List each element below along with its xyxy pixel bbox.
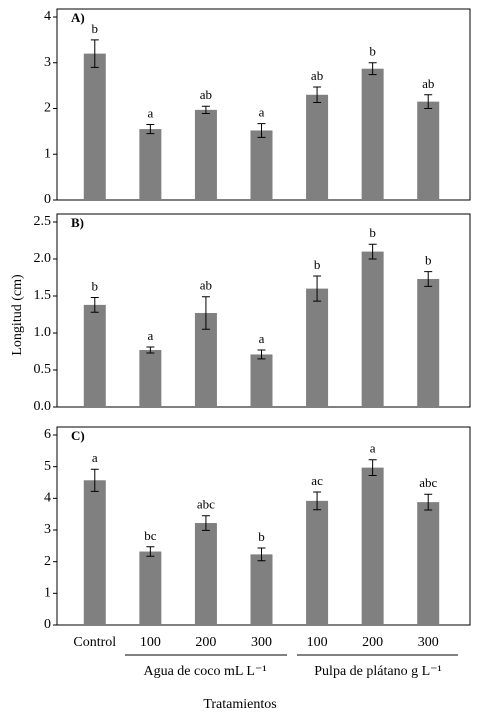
bar	[194, 523, 217, 625]
bar	[194, 313, 217, 407]
y-tick-label: 0.5	[34, 362, 52, 377]
y-tick-label: 3	[44, 55, 51, 70]
x-tick-label: 200	[362, 635, 383, 650]
y-tick-label: 2.5	[34, 214, 52, 229]
y-tick-label: 5	[44, 459, 51, 474]
error-bar	[90, 39, 99, 68]
y-tick-label: 4	[44, 491, 51, 506]
panel-label: B)	[71, 215, 84, 230]
significance-letter: b	[92, 278, 99, 293]
bar	[306, 500, 329, 625]
significance-letter: a	[147, 328, 153, 343]
significance-letter: ab	[422, 76, 434, 91]
bar	[250, 554, 273, 625]
significance-letter: b	[314, 257, 321, 272]
panel-label: C)	[71, 428, 85, 443]
significance-letter: b	[258, 529, 265, 544]
significance-letter: b	[369, 225, 376, 240]
y-tick-label: 1	[44, 146, 51, 161]
x-tick-label: 100	[307, 635, 328, 650]
x-axis-title: Tratamientos	[203, 697, 276, 712]
bar	[417, 502, 440, 625]
y-tick-label: 4	[44, 9, 51, 24]
error-bar	[313, 275, 322, 302]
error-bar	[90, 468, 99, 492]
y-tick-label: 1.0	[34, 325, 52, 340]
significance-letter: abc	[197, 497, 215, 512]
significance-letter: ac	[311, 473, 323, 488]
bar	[361, 251, 384, 407]
bar	[250, 130, 273, 200]
bar	[417, 101, 440, 200]
bar	[361, 467, 384, 625]
error-bar	[146, 546, 155, 557]
y-tick-label: 2	[44, 101, 51, 116]
significance-letter: ab	[200, 87, 212, 102]
significance-letter: a	[147, 105, 153, 120]
error-bar	[424, 493, 433, 511]
error-bar	[90, 296, 99, 313]
x-tick-label: 200	[195, 635, 216, 650]
error-bar	[146, 346, 155, 354]
error-bar	[257, 349, 266, 360]
significance-letter: b	[92, 21, 99, 36]
error-bar	[368, 243, 377, 260]
y-tick-label: 0	[44, 617, 51, 632]
x-tick-label: 300	[251, 635, 272, 650]
group-label: Pulpa de plátano g L⁻¹	[314, 664, 441, 679]
x-tick-label: Control	[73, 635, 116, 650]
error-bar	[313, 491, 322, 511]
y-axis-title: Longitud (cm)	[10, 274, 25, 356]
significance-letter: a	[259, 331, 265, 346]
error-bar	[313, 86, 322, 104]
bar	[83, 53, 106, 200]
y-tick-label: 0.0	[34, 399, 52, 414]
significance-letter: ab	[200, 278, 212, 293]
y-tick-label: 0	[44, 192, 51, 207]
panel-label: A)	[71, 10, 85, 25]
error-bar	[368, 62, 377, 76]
bar	[83, 480, 106, 625]
error-bar	[257, 123, 266, 138]
error-bar	[368, 459, 377, 477]
significance-letter: a	[370, 441, 376, 456]
y-tick-label: 6	[44, 427, 51, 442]
bar	[139, 129, 162, 200]
bar	[361, 68, 384, 200]
y-tick-label: 1	[44, 586, 51, 601]
group-label: Agua de coco mL L⁻¹	[143, 664, 266, 679]
bar	[83, 304, 106, 407]
significance-letter: a	[259, 105, 265, 120]
bar	[306, 288, 329, 407]
bar	[250, 354, 273, 407]
y-tick-label: 2	[44, 554, 51, 569]
error-bar	[201, 296, 210, 330]
error-bar	[257, 547, 266, 562]
error-bar	[146, 124, 155, 135]
significance-letter: b	[369, 44, 376, 59]
bar	[139, 551, 162, 625]
y-tick-label: 3	[44, 522, 51, 537]
bar	[194, 109, 217, 200]
bar	[417, 278, 440, 407]
significance-letter: b	[425, 253, 432, 268]
bar	[139, 350, 162, 407]
significance-letter: bc	[144, 528, 157, 543]
error-bar	[424, 271, 433, 287]
bar	[306, 94, 329, 200]
significance-letter: abc	[419, 475, 437, 490]
y-tick-label: 1.5	[34, 288, 52, 303]
significance-letter: ab	[311, 68, 323, 83]
x-tick-label: 300	[418, 635, 439, 650]
y-tick-label: 2.0	[34, 251, 52, 266]
error-bar	[424, 94, 433, 109]
error-bar	[201, 515, 210, 531]
x-tick-label: 100	[140, 635, 161, 650]
significance-letter: a	[92, 450, 98, 465]
error-bar	[201, 105, 210, 115]
